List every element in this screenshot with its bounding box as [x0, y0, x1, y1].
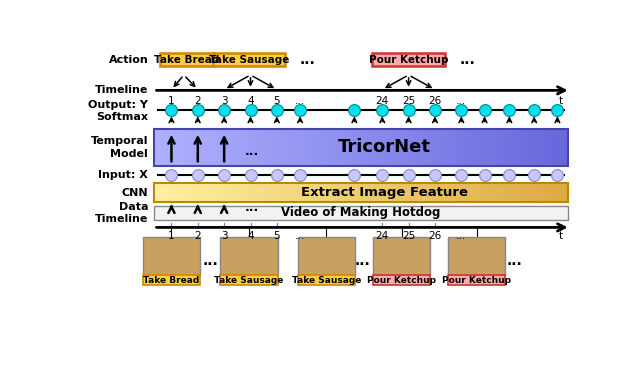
Bar	[154, 206, 568, 220]
Text: ...: ...	[460, 53, 476, 67]
Text: Input: X: Input: X	[99, 170, 148, 180]
Bar	[220, 237, 278, 275]
Text: Temporal
Model: Temporal Model	[91, 136, 148, 159]
Text: ...: ...	[355, 254, 371, 268]
Text: 5: 5	[273, 231, 280, 241]
Bar	[143, 237, 200, 275]
Text: t: t	[559, 96, 563, 106]
Text: Take Bread: Take Bread	[143, 276, 200, 285]
Text: 25: 25	[402, 96, 415, 106]
Text: Output: Y
Softmax: Output: Y Softmax	[88, 100, 148, 122]
Bar	[143, 275, 200, 285]
Text: 26: 26	[428, 231, 442, 241]
Text: Extract Image Feature: Extract Image Feature	[301, 186, 468, 199]
Text: 25: 25	[402, 231, 415, 241]
Text: 1: 1	[168, 231, 175, 241]
Bar	[298, 237, 355, 275]
Bar	[448, 237, 506, 275]
Text: ...: ...	[456, 231, 467, 241]
Text: 4: 4	[247, 96, 254, 106]
Text: Pour Ketchup: Pour Ketchup	[367, 276, 436, 285]
Text: Take Sausage: Take Sausage	[214, 276, 284, 285]
Text: ...: ...	[295, 231, 305, 241]
Bar	[373, 275, 430, 285]
Text: ...: ...	[245, 201, 259, 214]
Bar	[160, 53, 214, 67]
Bar	[154, 183, 568, 202]
Text: 26: 26	[428, 96, 442, 106]
Text: ...: ...	[456, 96, 467, 106]
Bar	[372, 53, 445, 67]
Text: Take Sausage: Take Sausage	[292, 276, 361, 285]
Text: Pour Ketchup: Pour Ketchup	[442, 276, 511, 285]
Bar	[448, 275, 506, 285]
Text: 24: 24	[376, 96, 389, 106]
Text: 2: 2	[195, 96, 201, 106]
Text: 1: 1	[168, 96, 175, 106]
Text: Timeline: Timeline	[95, 85, 148, 95]
Text: 24: 24	[376, 231, 389, 241]
Text: 2: 2	[195, 231, 201, 241]
Bar	[212, 53, 285, 67]
Text: Action: Action	[108, 54, 148, 64]
Text: 5: 5	[273, 96, 280, 106]
Text: TricorNet: TricorNet	[338, 138, 431, 156]
Text: Take Bread: Take Bread	[154, 54, 220, 64]
Text: ...: ...	[300, 53, 315, 67]
Text: 3: 3	[221, 96, 227, 106]
Text: 3: 3	[221, 231, 227, 241]
Text: CNN: CNN	[122, 188, 148, 198]
Text: ...: ...	[506, 254, 522, 268]
Bar	[154, 129, 568, 166]
Text: ...: ...	[245, 145, 259, 159]
Text: Pour Ketchup: Pour Ketchup	[369, 54, 449, 64]
Text: Video of Making Hotdog: Video of Making Hotdog	[281, 206, 440, 219]
Bar	[298, 275, 355, 285]
Bar	[373, 237, 430, 275]
Text: ...: ...	[202, 254, 218, 268]
Text: t: t	[559, 231, 563, 241]
Text: 4: 4	[247, 231, 254, 241]
Text: Data
Timeline: Data Timeline	[95, 202, 148, 224]
Bar	[220, 275, 278, 285]
Text: ...: ...	[295, 96, 305, 106]
Text: Take Sausage: Take Sausage	[209, 54, 289, 64]
